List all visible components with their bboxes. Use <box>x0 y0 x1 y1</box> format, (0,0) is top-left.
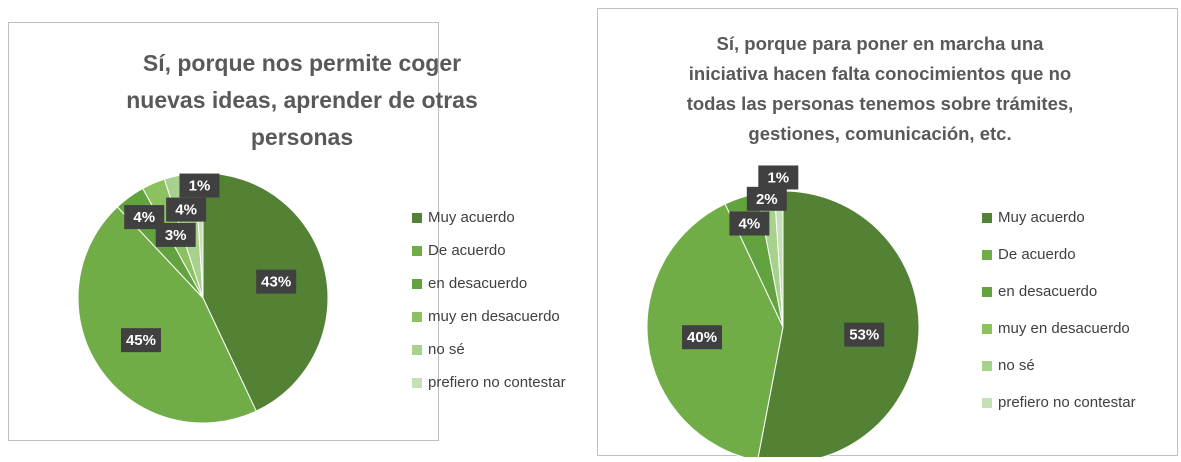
legend-label: De acuerdo <box>428 242 506 259</box>
legend-swatch <box>412 378 422 388</box>
data-label: 45% <box>126 332 156 349</box>
chart-title: Sí, porque para poner en marcha una <box>717 33 1045 54</box>
legend-swatch <box>982 324 992 334</box>
legend-swatch <box>412 345 422 355</box>
chart-title: iniciativa hacen falta conocimientos que… <box>689 63 1071 84</box>
legend-swatch <box>412 312 422 322</box>
data-label: 4% <box>739 215 761 232</box>
legend-label: muy en desacuerdo <box>428 308 560 325</box>
data-label-box <box>729 211 770 236</box>
chart-title: Sí, porque nos permite coger <box>143 50 461 76</box>
legend-label: no sé <box>428 341 465 358</box>
data-label-box <box>682 325 723 350</box>
legend-swatch <box>982 398 992 408</box>
data-label-box <box>758 165 799 190</box>
legend-label: Muy acuerdo <box>428 209 515 226</box>
legend-label: De acuerdo <box>998 246 1076 263</box>
chart-title: todas las personas tenemos sobre trámite… <box>687 93 1074 114</box>
legend-swatch <box>982 361 992 371</box>
pie-slice <box>77 206 257 424</box>
data-label: 4% <box>133 209 155 226</box>
legend-label: en desacuerdo <box>428 275 527 292</box>
legend-swatch <box>982 213 992 223</box>
data-label: 40% <box>687 329 717 346</box>
chart-title: nuevas ideas, aprender de otras <box>126 87 478 113</box>
legend-label: prefiero no contestar <box>428 374 566 391</box>
chart-title: gestiones, comunicación, etc. <box>748 123 1011 144</box>
data-label: 53% <box>849 327 879 344</box>
data-label-box <box>166 197 207 222</box>
data-label: 1% <box>189 178 211 195</box>
legend-swatch <box>412 213 422 223</box>
chart-title: personas <box>251 124 353 150</box>
legend-swatch <box>412 279 422 289</box>
data-label: 2% <box>756 191 778 208</box>
legend-label: en desacuerdo <box>998 283 1097 300</box>
data-label-box <box>120 328 161 353</box>
data-label-box <box>256 269 297 294</box>
legend-swatch <box>982 250 992 260</box>
legend-swatch <box>412 246 422 256</box>
legend-label: no sé <box>998 357 1035 374</box>
data-label: 43% <box>261 274 291 291</box>
data-label: 1% <box>767 169 789 186</box>
legend-label: prefiero no contestar <box>998 394 1136 411</box>
legend-label: Muy acuerdo <box>998 209 1085 226</box>
data-label-box <box>179 173 220 198</box>
data-label-box <box>844 322 885 347</box>
legend-swatch <box>982 287 992 297</box>
data-label: 4% <box>175 202 197 219</box>
data-label-box <box>746 186 787 211</box>
data-label-box <box>155 222 196 247</box>
legend-label: muy en desacuerdo <box>998 320 1130 337</box>
data-label: 3% <box>165 227 187 244</box>
